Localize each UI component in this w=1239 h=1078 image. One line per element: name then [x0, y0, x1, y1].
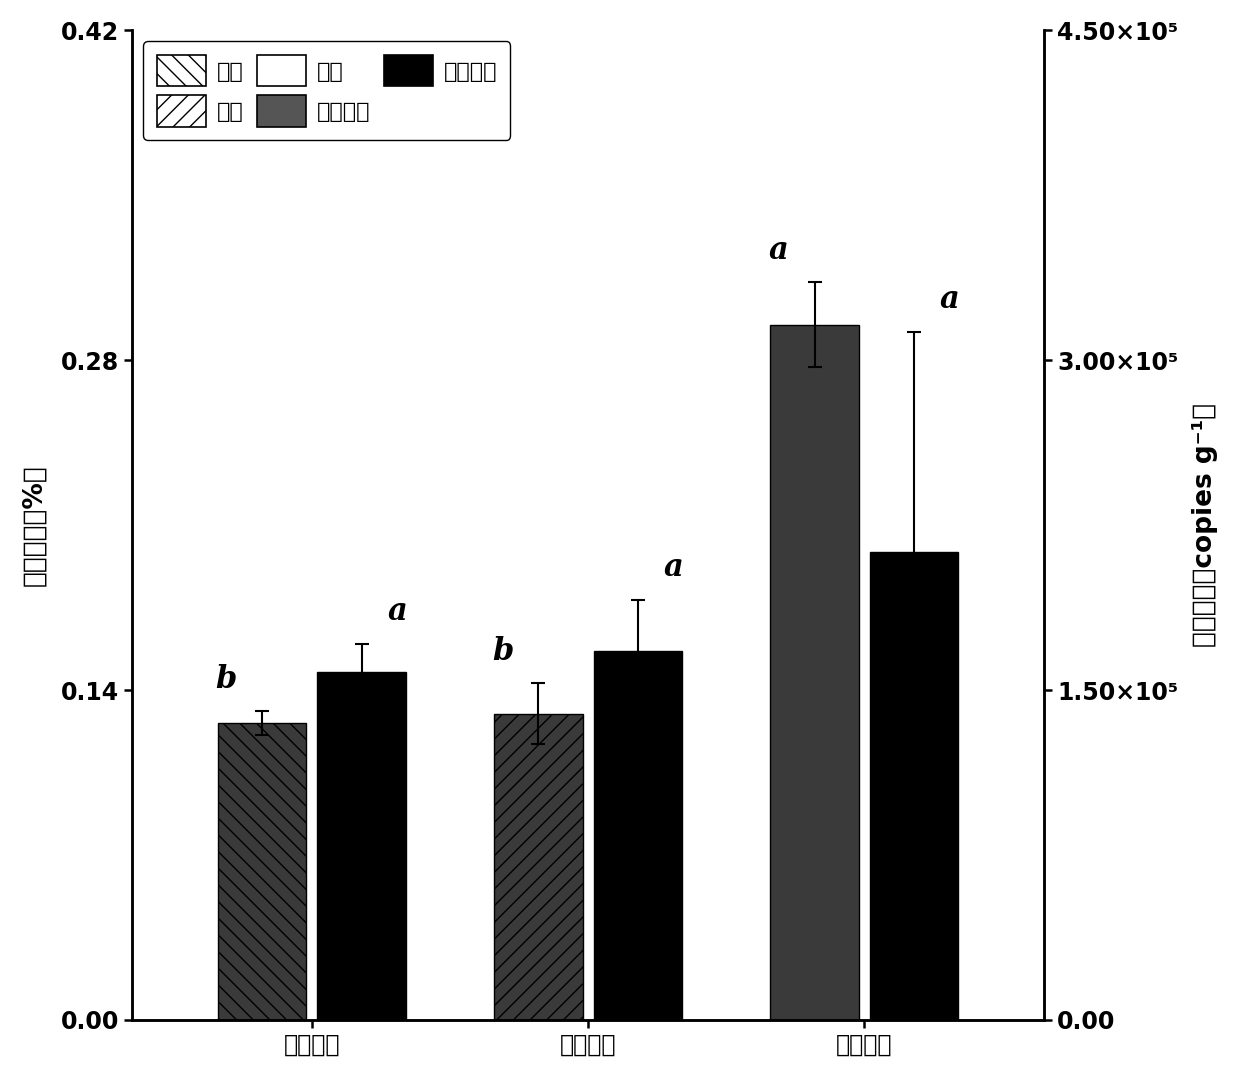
- Bar: [494, 714, 582, 1020]
- Y-axis label: 相对丰度（%）: 相对丰度（%）: [21, 465, 47, 586]
- Text: a: a: [664, 552, 684, 583]
- Text: a: a: [940, 285, 960, 315]
- Bar: [218, 723, 306, 1020]
- Bar: [771, 324, 859, 1020]
- Bar: [317, 673, 405, 1020]
- Text: a: a: [388, 596, 408, 627]
- Legend: 古菌, 细菌, 真菌, 相对丰度, 绝对含量: 古菌, 细菌, 真菌, 相对丰度, 绝对含量: [144, 41, 510, 140]
- Bar: [870, 552, 958, 1020]
- Text: b: b: [216, 664, 237, 695]
- Text: b: b: [492, 636, 513, 666]
- Text: a: a: [768, 235, 788, 266]
- Y-axis label: 绝对含量（copies g⁻¹）: 绝对含量（copies g⁻¹）: [1192, 403, 1218, 647]
- Bar: [593, 650, 681, 1020]
